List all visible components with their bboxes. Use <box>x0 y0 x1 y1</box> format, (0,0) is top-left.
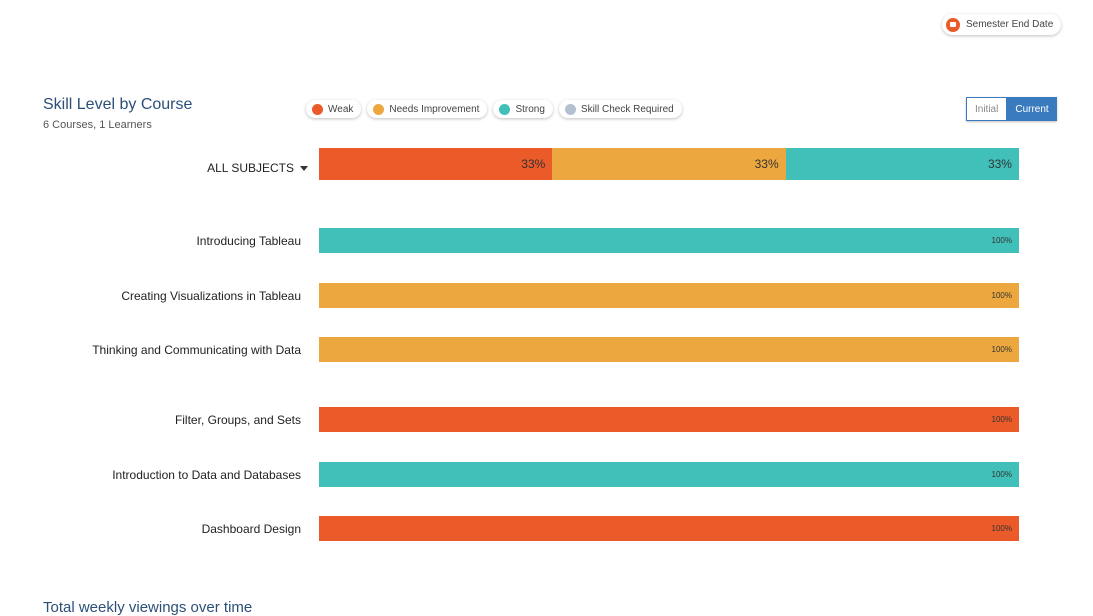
summary-bar-segment: 33% <box>552 148 786 180</box>
course-bar: 100% <box>319 462 1019 487</box>
all-subjects-stacked-bar: 33% 33% 33% <box>319 148 1019 180</box>
course-bar-fill: 100% <box>319 337 1019 362</box>
legend-item: Weak <box>306 100 362 118</box>
course-bar-value: 100% <box>991 345 1012 354</box>
summary-bar-label: 33% <box>521 157 546 171</box>
course-bar-fill: 100% <box>319 407 1019 432</box>
course-bar-value: 100% <box>991 236 1012 245</box>
legend-dot-icon <box>499 103 511 115</box>
course-bar-fill: 100% <box>319 462 1019 487</box>
course-bar: 100% <box>319 516 1019 541</box>
course-bar-value: 100% <box>991 415 1012 424</box>
current-toggle-button[interactable]: Current <box>1007 97 1057 121</box>
legend-item: Needs Improvement <box>367 100 488 118</box>
section-title: Skill Level by Course <box>43 96 193 113</box>
legend-item: Skill Check Required <box>558 100 682 118</box>
course-bar: 100% <box>319 407 1019 432</box>
initial-current-toggle: Initial Current <box>966 97 1057 121</box>
summary-bar-segment: 33% <box>785 148 1019 180</box>
course-bar-fill: 100% <box>319 283 1019 308</box>
legend-label: Needs Improvement <box>389 103 480 115</box>
course-label: Creating Visualizations in Tableau <box>121 288 301 303</box>
legend: Weak Needs Improvement Strong Skill Check R… <box>306 100 682 118</box>
course-label: Introducing Tableau <box>196 233 301 248</box>
semester-end-date-label: Semester End Date <box>966 19 1054 30</box>
section-subtitle: 6 Courses, 1 Learners <box>43 119 152 131</box>
course-bar: 100% <box>319 337 1019 362</box>
legend-label: Skill Check Required <box>580 103 674 115</box>
legend-dot-icon <box>564 103 576 115</box>
legend-label: Strong <box>515 103 545 115</box>
course-label: Dashboard Design <box>201 521 301 536</box>
all-subjects-label: ALL SUBJECTS <box>207 161 294 175</box>
course-bar: 100% <box>319 283 1019 308</box>
legend-dot-icon <box>373 103 385 115</box>
caret-down-icon <box>300 165 308 171</box>
course-label: Thinking and Communicating with Data <box>92 342 301 357</box>
course-bar-fill: 100% <box>319 228 1019 253</box>
course-bar-fill: 100% <box>319 516 1019 541</box>
legend-label: Weak <box>328 103 354 115</box>
semester-end-date-button[interactable]: Semester End Date <box>942 14 1062 35</box>
legend-dot-icon <box>312 103 323 115</box>
all-subjects-dropdown[interactable]: ALL SUBJECTS <box>207 161 308 175</box>
initial-toggle-button[interactable]: Initial <box>966 97 1008 121</box>
summary-bar-label: 33% <box>987 157 1012 171</box>
course-bar: 100% <box>319 228 1019 253</box>
legend-item: Strong <box>493 100 553 118</box>
course-bar-value: 100% <box>991 524 1012 533</box>
course-bar-value: 100% <box>991 291 1012 300</box>
course-label: Introduction to Data and Databases <box>112 467 301 482</box>
course-bar-value: 100% <box>991 470 1012 479</box>
course-label: Filter, Groups, and Sets <box>174 412 301 427</box>
flag-icon <box>946 17 960 32</box>
weekly-viewings-title: Total weekly viewings over time <box>43 599 253 616</box>
summary-bar-label: 33% <box>754 157 779 171</box>
summary-bar-segment: 33% <box>319 148 553 180</box>
